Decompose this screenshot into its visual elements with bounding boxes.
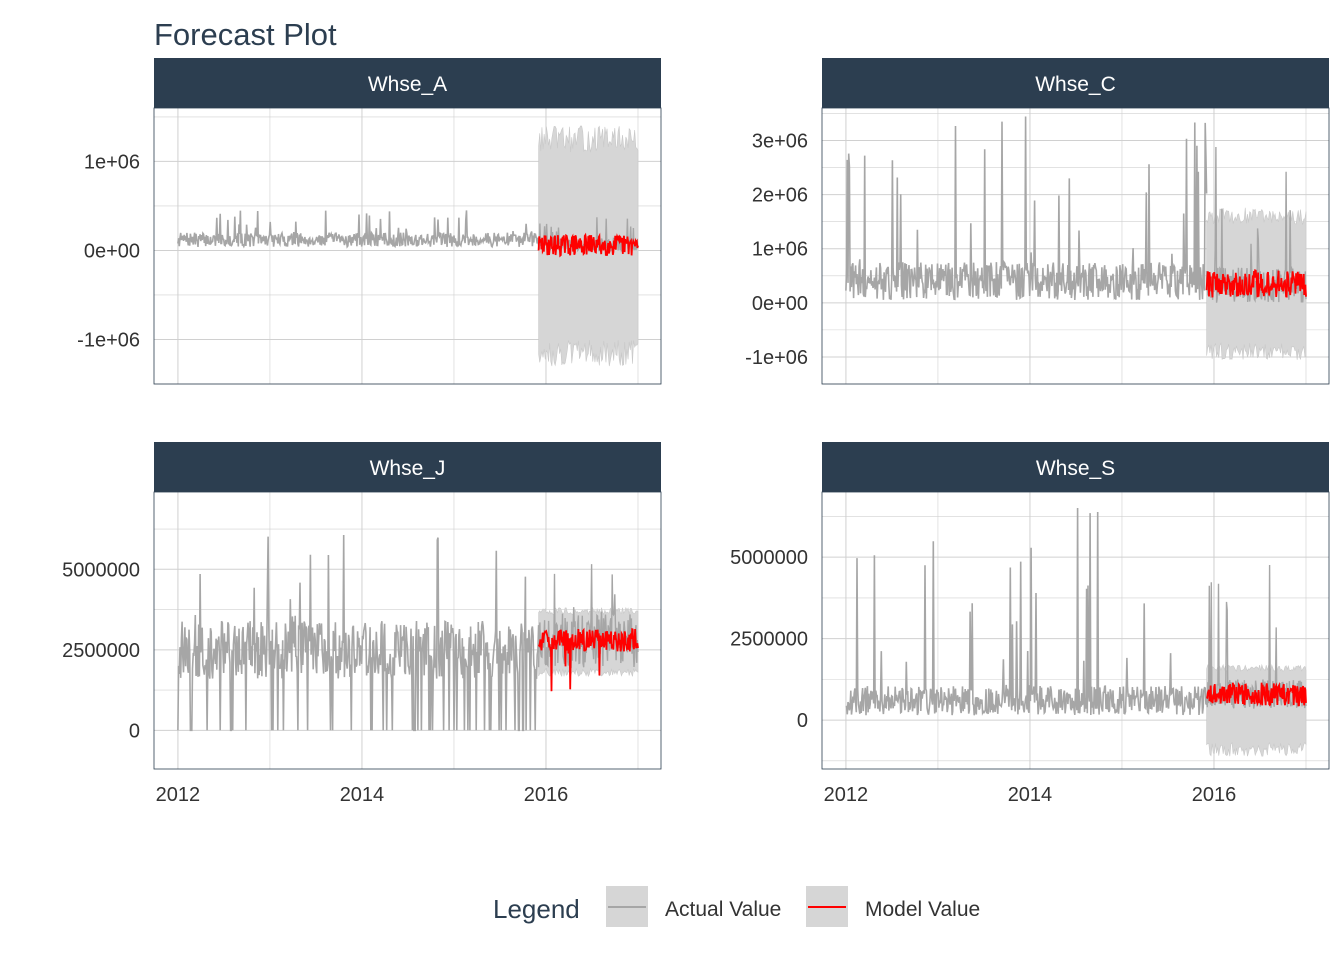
model-series-line [537, 232, 639, 258]
facet-label: Whse_J [370, 457, 446, 480]
y-tick-label: 1e+06 [752, 239, 808, 261]
y-tick-label: 0 [797, 710, 808, 732]
panel-whse-s: Whse_S 5000000 2500000 0 2012 2014 2016 [730, 442, 1330, 806]
plot-title: Forecast Plot [154, 17, 337, 52]
y-tick-label: 0e+00 [752, 293, 808, 315]
x-tick-label: 2012 [824, 784, 869, 806]
y-tick-label: 2500000 [62, 640, 140, 662]
facet-label: Whse_C [1035, 73, 1116, 96]
y-tick-label: 2500000 [730, 629, 808, 651]
y-tick-label: 5000000 [730, 547, 808, 569]
x-tick-label: 2012 [156, 784, 201, 806]
y-tick-label: 5000000 [62, 559, 140, 581]
panel-border [153, 107, 662, 385]
legend-title: Legend [493, 894, 580, 924]
y-tick-label: -1e+06 [745, 347, 808, 369]
x-tick-label: 2014 [1008, 784, 1053, 806]
model-series-line [1206, 681, 1307, 707]
y-tick-label: 0 [129, 720, 140, 742]
facet-strip [154, 58, 661, 108]
facet-label: Whse_A [368, 73, 447, 96]
actual-series-line [177, 210, 540, 249]
x-tick-label: 2016 [524, 784, 569, 806]
panel-border [153, 491, 662, 770]
y-tick-label: 2e+06 [752, 185, 808, 207]
panel-border [821, 107, 1330, 385]
panel-whse-c: Whse_C 3e+06 2e+06 1e+06 0e+00 -1e+06 [745, 58, 1330, 385]
actual-series-line [845, 116, 1208, 301]
actual-series-line [177, 534, 540, 732]
actual-series-line [845, 507, 1208, 716]
facet-strip [154, 442, 661, 492]
x-tick-label: 2016 [1192, 784, 1237, 806]
panel-border [821, 491, 1330, 770]
model-series-line [1205, 269, 1307, 298]
confidence-ribbon [1206, 663, 1307, 757]
panel-whse-j: Whse_J 5000000 2500000 0 2012 2014 2016 [62, 442, 662, 806]
panel-whse-a: Whse_A 1e+06 0e+00 -1e+06 [77, 58, 662, 385]
y-tick-label: 0e+00 [84, 240, 140, 262]
y-tick-label: -1e+06 [77, 329, 140, 351]
y-tick-label: 1e+06 [84, 151, 140, 173]
facet-strip [822, 58, 1329, 108]
facet-panels: Whse_A 1e+06 0e+00 -1e+06 Whse_C 3e+06 2e+06 1e… [62, 58, 1330, 806]
actual-series-line-horizon [537, 564, 639, 669]
facet-strip [822, 442, 1329, 492]
model-series-line [537, 627, 639, 692]
y-tick-label: 3e+06 [752, 130, 808, 152]
legend-label-model: Model Value [865, 898, 980, 921]
legend: Legend Actual Value Model Value [493, 886, 980, 927]
x-tick-label: 2014 [340, 784, 385, 806]
legend-label-actual: Actual Value [665, 898, 781, 921]
facet-label: Whse_S [1036, 457, 1115, 480]
